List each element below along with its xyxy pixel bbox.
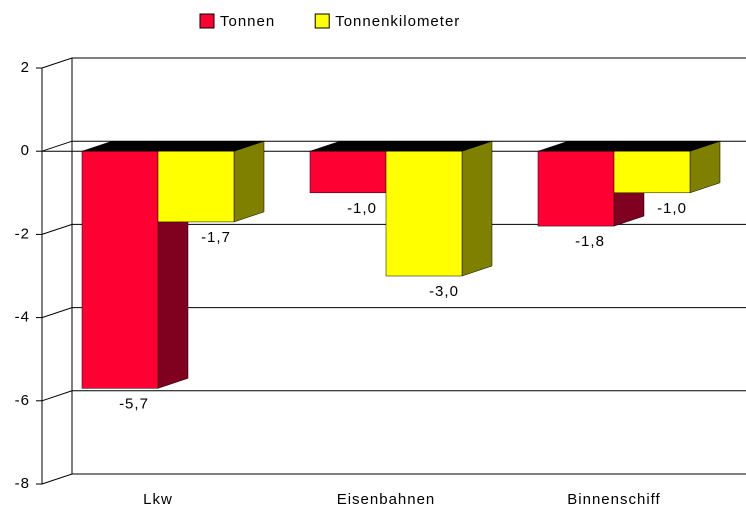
grid-line [41,473,746,485]
value-label: -1,0 [347,200,377,217]
bar [81,150,159,389]
legend-label: Tonnenkilometer [335,13,460,30]
bar-side [233,140,265,223]
y-tick-label: -8 [15,475,30,492]
value-label: -1,7 [201,229,231,246]
bar [613,150,691,194]
y-tick-label: -2 [15,225,30,242]
value-label: -5,7 [119,395,149,412]
value-label: -1,8 [575,233,605,250]
bar [537,150,615,227]
bar [385,150,463,277]
bar [157,150,235,223]
value-label: -3,0 [429,283,459,300]
value-label: -1,0 [657,200,687,217]
legend-swatch [314,13,330,29]
y-tick-label: 2 [21,59,30,76]
grid-line [41,307,746,319]
bar [309,150,387,194]
y-tick-label: 0 [21,142,30,159]
x-tick-label: Lkw [143,491,173,508]
grid-line [41,223,746,235]
grid-line [41,57,746,69]
legend-swatch [199,13,215,29]
grid-line [41,140,746,152]
x-tick-label: Binnenschiff [567,491,660,508]
bar-side [461,140,493,277]
grid-line [41,390,746,402]
y-tick-label: -4 [15,309,30,326]
y-tick-label: -6 [15,392,30,409]
x-tick-label: Eisenbahnen [337,491,436,508]
legend-label: Tonnen [220,13,275,30]
